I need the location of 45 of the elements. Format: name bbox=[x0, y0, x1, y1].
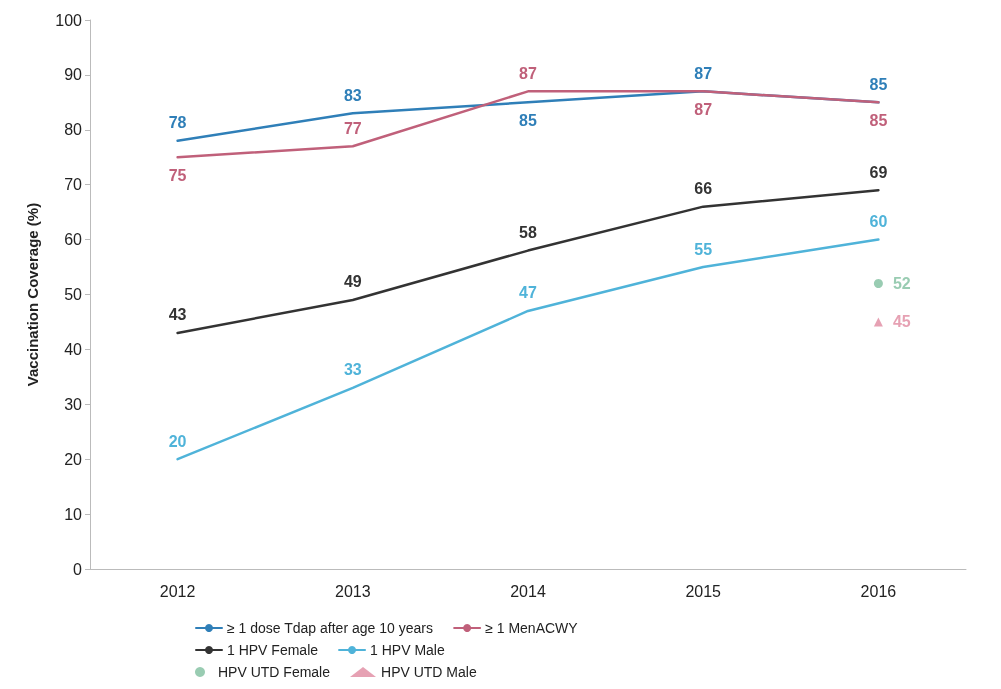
data-label: 58 bbox=[519, 224, 537, 242]
data-label: 52 bbox=[892, 275, 911, 293]
x-tick-label: 2015 bbox=[685, 582, 722, 600]
y-tick-label: 70 bbox=[64, 176, 83, 194]
legend-label: 1 HPV Female bbox=[227, 642, 319, 658]
data-label: 78 bbox=[168, 114, 187, 132]
data-label: 43 bbox=[168, 306, 187, 324]
x-tick-label: 2013 bbox=[335, 582, 371, 600]
legend-label: ≥ 1 MenACWY bbox=[485, 620, 579, 636]
x-tick-label: 2014 bbox=[510, 582, 546, 600]
data-label: 77 bbox=[343, 119, 362, 137]
y-tick-label: 20 bbox=[64, 450, 83, 468]
data-label: 55 bbox=[694, 240, 713, 258]
data-label: 60 bbox=[869, 213, 888, 231]
data-label: 87 bbox=[694, 64, 713, 82]
data-label: 45 bbox=[892, 313, 911, 331]
data-label: 66 bbox=[694, 180, 713, 198]
data-label: 85 bbox=[869, 75, 888, 93]
data-label: 87 bbox=[519, 64, 537, 82]
y-tick-label: 10 bbox=[64, 505, 83, 523]
legend-label: HPV UTD Female bbox=[218, 664, 331, 680]
y-tick-label: 0 bbox=[73, 560, 83, 578]
data-label: 47 bbox=[519, 284, 537, 302]
y-tick-label: 60 bbox=[64, 231, 83, 249]
y-tick-label: 50 bbox=[64, 286, 83, 303]
data-label: 85 bbox=[869, 111, 888, 129]
data-label: 87 bbox=[694, 100, 713, 118]
data-label: 83 bbox=[343, 86, 362, 104]
x-tick-label: 2016 bbox=[860, 582, 897, 600]
data-label: 69 bbox=[869, 163, 888, 181]
data-label: 75 bbox=[168, 166, 187, 184]
y-tick-label: 80 bbox=[64, 121, 83, 139]
legend-label: 1 HPV Male bbox=[370, 642, 445, 658]
x-tick-label: 2012 bbox=[159, 582, 196, 600]
y-tick-label: 30 bbox=[64, 395, 83, 413]
legend-label: HPV UTD Male bbox=[381, 664, 477, 680]
data-label: 85 bbox=[519, 111, 537, 129]
data-label: 49 bbox=[343, 273, 362, 291]
y-tick-label: 40 bbox=[64, 340, 83, 358]
y-axis-title: Vaccination Coverage (%) bbox=[24, 202, 41, 387]
legend-label: ≥ 1 dose Tdap after age 10 years bbox=[227, 620, 433, 636]
y-tick-label: 100 bbox=[55, 11, 83, 29]
data-label: 33 bbox=[343, 361, 362, 379]
data-label: 20 bbox=[168, 432, 187, 450]
y-tick-label: 90 bbox=[64, 66, 83, 84]
